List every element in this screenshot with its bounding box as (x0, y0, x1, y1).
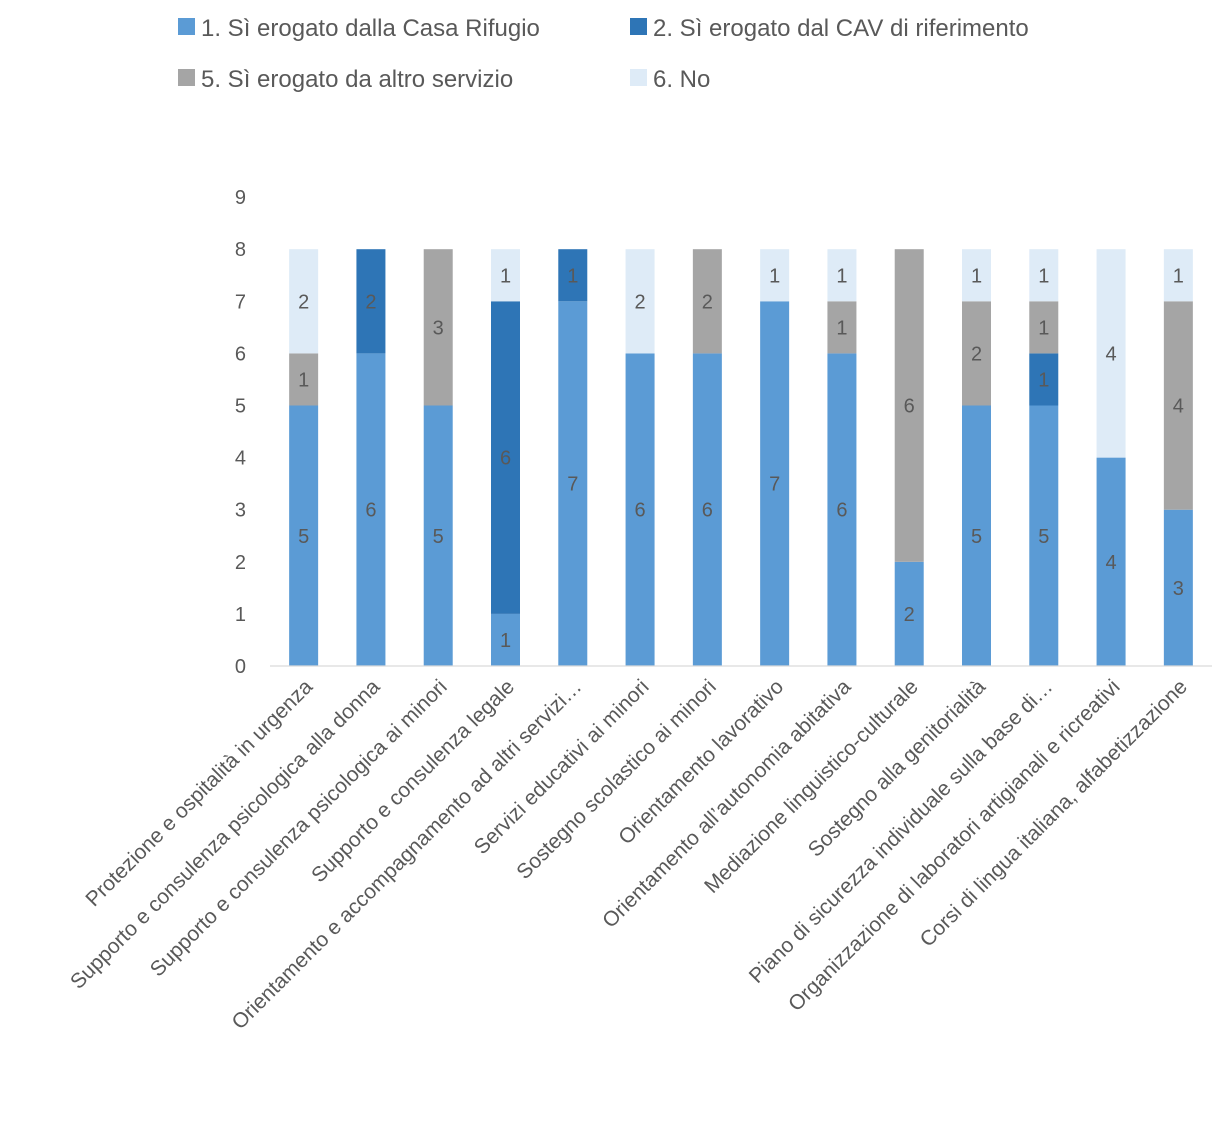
bar-segment (962, 301, 991, 406)
legend-label: 6. No (653, 66, 710, 93)
data-label: 1 (971, 265, 982, 287)
y-tick-label: 0 (235, 656, 246, 678)
y-tick-label: 5 (235, 396, 246, 418)
data-label: 5 (971, 526, 982, 548)
data-label: 3 (1173, 578, 1184, 600)
data-label: 2 (904, 604, 915, 626)
data-label: 6 (836, 500, 847, 522)
data-label: 1 (1038, 317, 1049, 339)
bar-segment (289, 405, 319, 666)
bar-segment (289, 249, 319, 354)
bar-segment (558, 301, 588, 666)
data-label: 6 (365, 500, 376, 522)
legend-label: 5. Sì erogato da altro servizio (201, 66, 513, 93)
bar-segment (894, 249, 924, 562)
data-label: 1 (1038, 265, 1049, 287)
data-label: 5 (1038, 526, 1049, 548)
bar-segment (1029, 405, 1059, 666)
data-label: 1 (1173, 265, 1184, 287)
y-tick-label: 4 (235, 448, 246, 470)
data-label: 1 (836, 317, 847, 339)
bar-segment (894, 561, 924, 666)
data-label: 1 (1038, 369, 1049, 391)
y-tick-label: 6 (235, 343, 246, 365)
category-label: Supporto e consulenza psicologica ai min… (146, 675, 452, 981)
bar-segment (827, 301, 857, 354)
bar-segment (1163, 249, 1193, 302)
data-label: 2 (971, 343, 982, 365)
data-label: 1 (500, 265, 511, 287)
data-label: 1 (567, 265, 578, 287)
y-tick-label: 7 (235, 291, 246, 313)
legend-swatch (178, 69, 195, 86)
bar-segment (491, 301, 520, 614)
data-label: 4 (1173, 396, 1184, 418)
data-label: 7 (769, 474, 780, 496)
bar-segment (491, 249, 520, 302)
bar-segment (356, 249, 386, 354)
data-label: 6 (635, 500, 646, 522)
data-label: 1 (298, 369, 309, 391)
bar-segment (962, 249, 991, 302)
y-tick-label: 9 (235, 187, 246, 209)
data-label: 6 (702, 500, 713, 522)
bar-segment (356, 353, 386, 666)
bar-segment (692, 249, 722, 354)
bar-segment (827, 249, 857, 302)
x-axis: Protezione e ospitalità in urgenzaSuppor… (66, 665, 1212, 1034)
data-label: 1 (769, 265, 780, 287)
bar-segment (962, 405, 991, 666)
bar-segment (558, 249, 588, 302)
data-label: 3 (433, 317, 444, 339)
bar-segment (423, 405, 453, 666)
bar-segment (1163, 301, 1193, 510)
data-label: 6 (500, 448, 511, 470)
legend-swatch (178, 18, 195, 35)
legend-label: 2. Sì erogato dal CAV di riferimento (653, 15, 1029, 42)
bar-segment (827, 353, 857, 666)
legend-swatch (630, 69, 647, 86)
data-label: 4 (1106, 552, 1117, 574)
data-label: 4 (1106, 343, 1117, 365)
y-axis: 0 1 2 3 4 5 6 7 8 9 (235, 187, 246, 678)
bar-segment (1163, 509, 1193, 666)
bar-segment (1096, 457, 1126, 666)
y-tick-label: 1 (235, 604, 246, 626)
data-label: 6 (904, 396, 915, 418)
data-label: 5 (433, 526, 444, 548)
y-tick-label: 8 (235, 239, 246, 261)
bar-segment (625, 353, 655, 666)
data-label: 1 (500, 630, 511, 652)
legend: 1. Sì erogato dalla Casa Rifugio 2. Sì er… (178, 15, 1029, 93)
bar-segment (1029, 301, 1059, 354)
legend-swatch (630, 18, 647, 35)
data-label: 5 (298, 526, 309, 548)
data-label: 2 (298, 291, 309, 313)
bar-segment (760, 249, 790, 302)
bar-segment (760, 301, 790, 666)
bar-segment (1029, 353, 1059, 406)
y-tick-label: 3 (235, 500, 246, 522)
category-label: Orientamento all’autonomia abitativa (598, 675, 856, 933)
data-label: 2 (702, 291, 713, 313)
bar-segment (423, 249, 453, 406)
bar-segment (625, 249, 655, 354)
bar-segment (692, 353, 722, 666)
data-label: 1 (836, 265, 847, 287)
bar-segment (491, 613, 520, 666)
y-tick-label: 2 (235, 552, 246, 574)
data-label: 7 (567, 474, 578, 496)
category-label: Supporto e consulenza psicologica alla d… (66, 675, 385, 994)
data-label: 2 (635, 291, 646, 313)
legend-label: 1. Sì erogato dalla Casa Rifugio (201, 15, 540, 42)
bar-segment (1029, 249, 1059, 302)
data-label: 2 (365, 291, 376, 313)
bar-segment (289, 353, 319, 406)
bar-segment (1096, 249, 1126, 458)
